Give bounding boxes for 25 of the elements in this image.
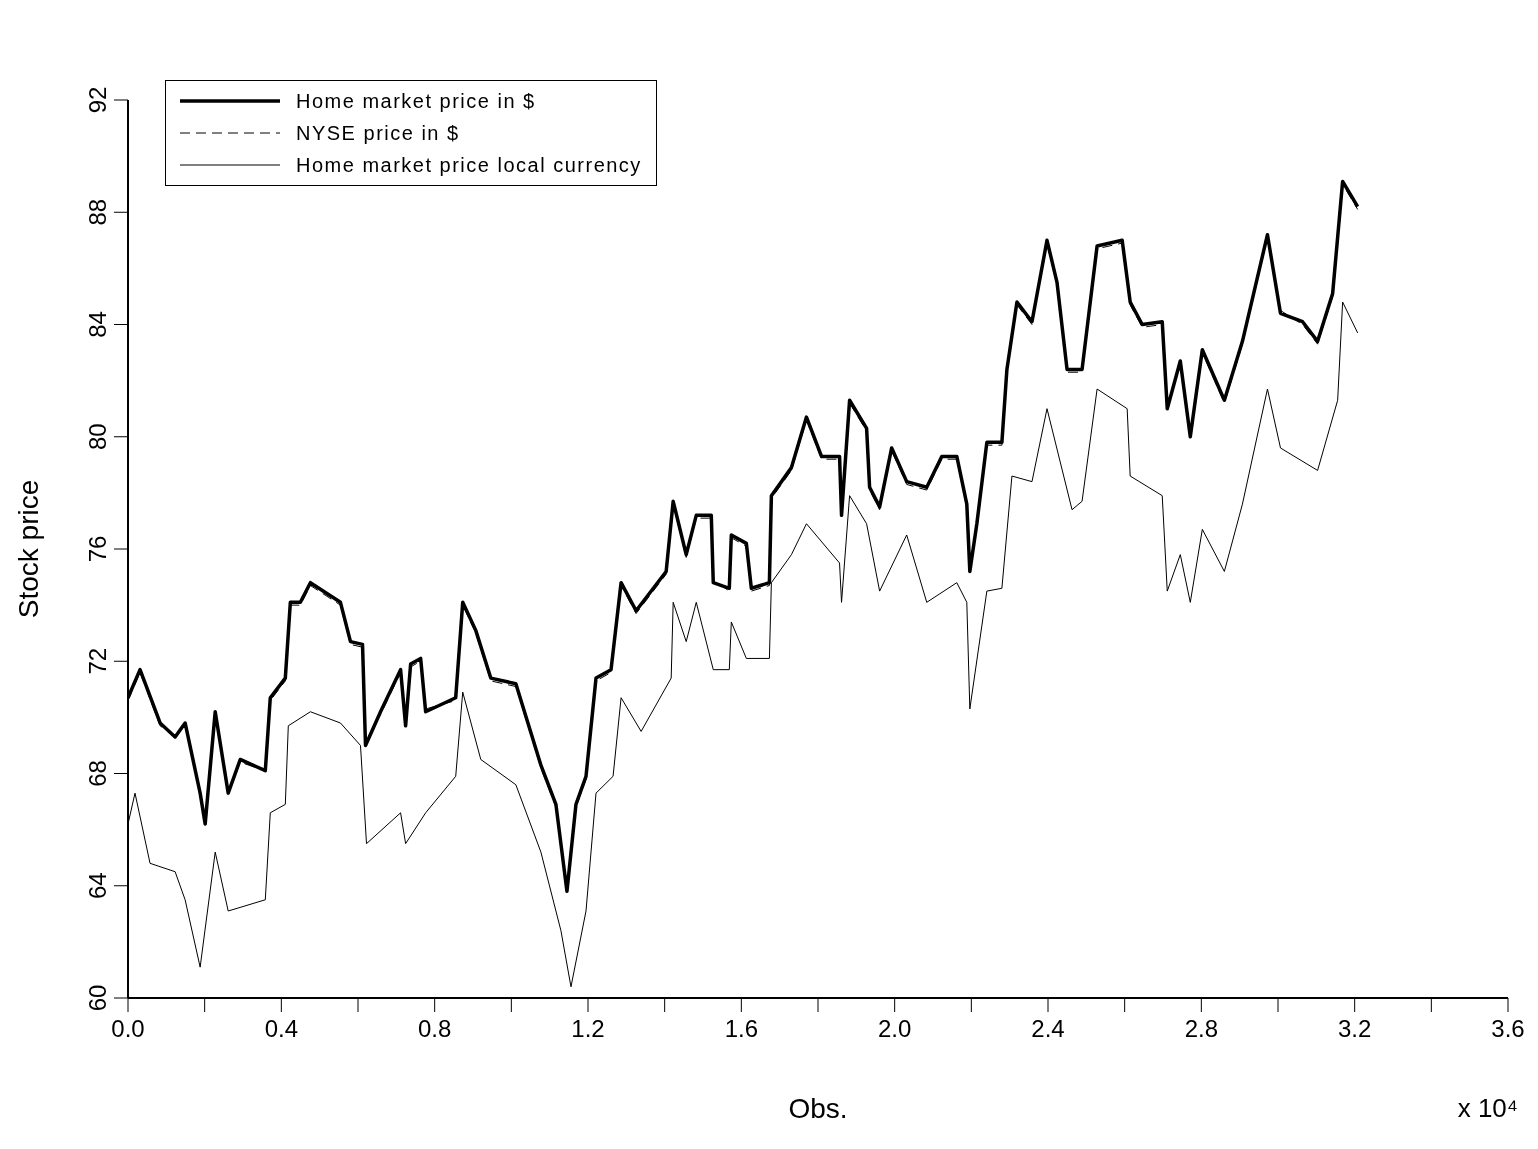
x-tick-label: 2.0 [877, 1015, 912, 1043]
y-axis-title: Stock price [12, 479, 44, 619]
x-tick-label: 2.4 [1031, 1015, 1065, 1043]
y-tick-label: 92 [84, 86, 111, 114]
x-tick-label: 0.8 [417, 1015, 452, 1043]
x-tick-label: 2.8 [1184, 1015, 1219, 1043]
y-tick-label: 68 [84, 760, 111, 787]
y-tick-label: 84 [84, 311, 111, 338]
text: x 10⁴ [1457, 1093, 1518, 1124]
x-axis-title: Obs. [788, 1093, 848, 1124]
y-tick-label: 80 [84, 423, 111, 451]
x-tick-label: 0.4 [264, 1015, 299, 1043]
legend-label: Home market price local currency [296, 153, 642, 177]
x-tick-label: 3.2 [1337, 1015, 1372, 1043]
y-tick-label: 76 [84, 535, 111, 563]
y-tick-label: 72 [84, 647, 111, 675]
x-tick-label: 0.0 [111, 1015, 145, 1043]
y-tick-label: 88 [84, 198, 111, 226]
x-tick-label: 1.2 [571, 1015, 605, 1043]
x-tick-label: 1.6 [724, 1015, 759, 1043]
x-tick-label: 3.6 [1491, 1015, 1525, 1043]
y-tick-label: 64 [84, 872, 111, 900]
y-tick-label: 60 [84, 984, 111, 1012]
legend-label: NYSE price in $ [296, 121, 460, 145]
legend-label: Home market price in $ [296, 89, 536, 113]
